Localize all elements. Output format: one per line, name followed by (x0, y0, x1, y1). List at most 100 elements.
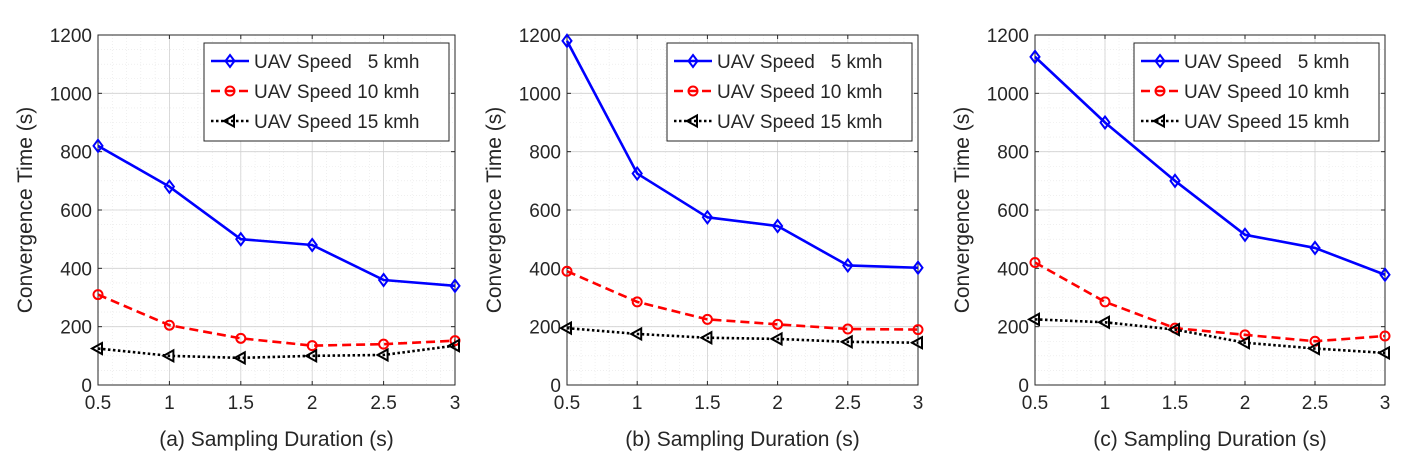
y-tick-label: 400 (529, 259, 561, 280)
data-point (449, 278, 461, 294)
data-point (235, 332, 247, 344)
data-point (912, 324, 924, 336)
data-point (1376, 345, 1390, 361)
series-3 (89, 338, 460, 366)
chart-panel-a: 0.5 1 1.5 2 2.5 3 0 200 400 600 800 1000 1200 (a) Sam… (14, 26, 461, 451)
chart-panel-c: 0.5 1 1.5 2 2.5 3 0 200 400 600 800 1000 1200 (c) Sam… (951, 26, 1391, 451)
data-point (701, 313, 713, 325)
legend-label: UAV Speed 10 kmh (717, 82, 882, 103)
legend: UAV Speed 5 kmh UAV Speed 10 kmh UAV Speed… (1133, 42, 1380, 142)
data-point (375, 347, 389, 363)
data-point (701, 209, 714, 225)
chart-panel-b: 0.5 1 1.5 2 2.5 3 0 200 400 600 800 1000 1200 (b) Sam… (483, 26, 924, 451)
x-tick-label: 1.5 (228, 393, 254, 414)
data-point (772, 318, 784, 330)
data-point (304, 348, 318, 364)
y-tick-label: 1000 (519, 84, 561, 105)
legend-label: UAV Speed 15 kmh (1184, 112, 1349, 133)
legend-label: UAV Speed 10 kmh (1184, 82, 1349, 103)
series-3 (1026, 312, 1390, 361)
data-point (161, 348, 175, 364)
legend: UAV Speed 5 kmh UAV Speed 10 kmh UAV Speed… (203, 42, 450, 142)
data-point (771, 218, 784, 234)
y-tick-label: 600 (60, 201, 92, 222)
y-axis-label: Convergence Time (s) (14, 107, 37, 314)
legend-label: UAV Speed 15 kmh (717, 112, 882, 133)
y-tick-label: 600 (529, 201, 561, 222)
data-point (842, 323, 854, 335)
legend-marker (221, 113, 235, 129)
data-point (699, 330, 713, 345)
x-tick-label: 2.5 (835, 393, 861, 414)
series-line (1034, 55, 1386, 276)
y-tick-label: 1000 (987, 84, 1029, 105)
x-tick-label: 0.5 (1022, 393, 1048, 414)
data-point (1166, 322, 1180, 337)
series-line (566, 326, 919, 345)
series-line (1034, 261, 1386, 343)
x-tick-label: 2.5 (1302, 393, 1328, 414)
legend: UAV Speed 5 kmh UAV Speed 10 kmh UAV Speed… (666, 42, 913, 142)
y-tick-label: 800 (997, 143, 1029, 164)
data-point (306, 340, 318, 352)
y-tick-label: 800 (60, 143, 92, 164)
series-line (565, 40, 919, 270)
y-tick-label: 600 (997, 201, 1029, 222)
y-tick-label: 200 (529, 318, 561, 339)
legend-marker (687, 53, 699, 69)
data-point (561, 265, 573, 277)
y-tick-label: 200 (60, 318, 92, 339)
x-tick-label: 2 (307, 393, 318, 414)
data-point (1379, 267, 1391, 283)
data-point (306, 237, 318, 253)
legend-label: UAV Speed 5 kmh (254, 52, 419, 73)
y-tick-label: 0 (550, 376, 561, 397)
legend-marker (224, 85, 236, 97)
y-tick-label: 1200 (50, 26, 92, 47)
legend-marker (1154, 53, 1166, 69)
axes-box (566, 34, 919, 386)
data-point (163, 179, 176, 195)
legend-marker (684, 113, 698, 129)
series-line (1034, 318, 1386, 355)
data-point (163, 319, 175, 331)
axes-box (97, 34, 456, 386)
y-tick-label: 400 (60, 259, 92, 280)
data-point (769, 331, 783, 347)
series-1 (92, 138, 461, 294)
data-point (1029, 49, 1041, 65)
y-tick-label: 400 (997, 259, 1029, 280)
series-line (97, 144, 456, 288)
legend-label: UAV Speed 10 kmh (254, 82, 419, 103)
data-point (235, 231, 247, 247)
y-tick-label: 1000 (50, 84, 92, 105)
legend-marker (1154, 85, 1166, 97)
data-point (558, 320, 572, 336)
data-point (1099, 114, 1111, 131)
y-tick-label: 800 (529, 143, 561, 164)
x-tick-label: 3 (913, 393, 924, 414)
data-point (92, 289, 104, 301)
series-2 (92, 289, 461, 352)
series-line (97, 293, 456, 347)
series-line (566, 270, 919, 331)
data-point (89, 341, 103, 356)
y-tick-label: 0 (1018, 376, 1029, 397)
x-tick-label: 0.5 (85, 393, 111, 414)
legend-label: UAV Speed 5 kmh (1184, 52, 1349, 73)
data-point (1239, 227, 1251, 243)
y-axis-label: Convergence Time (s) (483, 107, 506, 314)
x-tick-label: 1 (632, 393, 643, 414)
legend-label: UAV Speed 15 kmh (254, 112, 419, 133)
series-1 (561, 33, 924, 276)
legend-marker (687, 85, 699, 97)
legend-marker (1151, 113, 1165, 129)
y-tick-label: 1200 (987, 26, 1029, 47)
x-tick-label: 2.5 (370, 393, 396, 414)
x-tick-label: 1 (164, 393, 175, 414)
data-point (1026, 312, 1040, 327)
x-axis-label: (b) Sampling Duration (s) (625, 428, 860, 451)
y-tick-label: 1200 (519, 26, 561, 47)
data-point (1096, 315, 1110, 330)
